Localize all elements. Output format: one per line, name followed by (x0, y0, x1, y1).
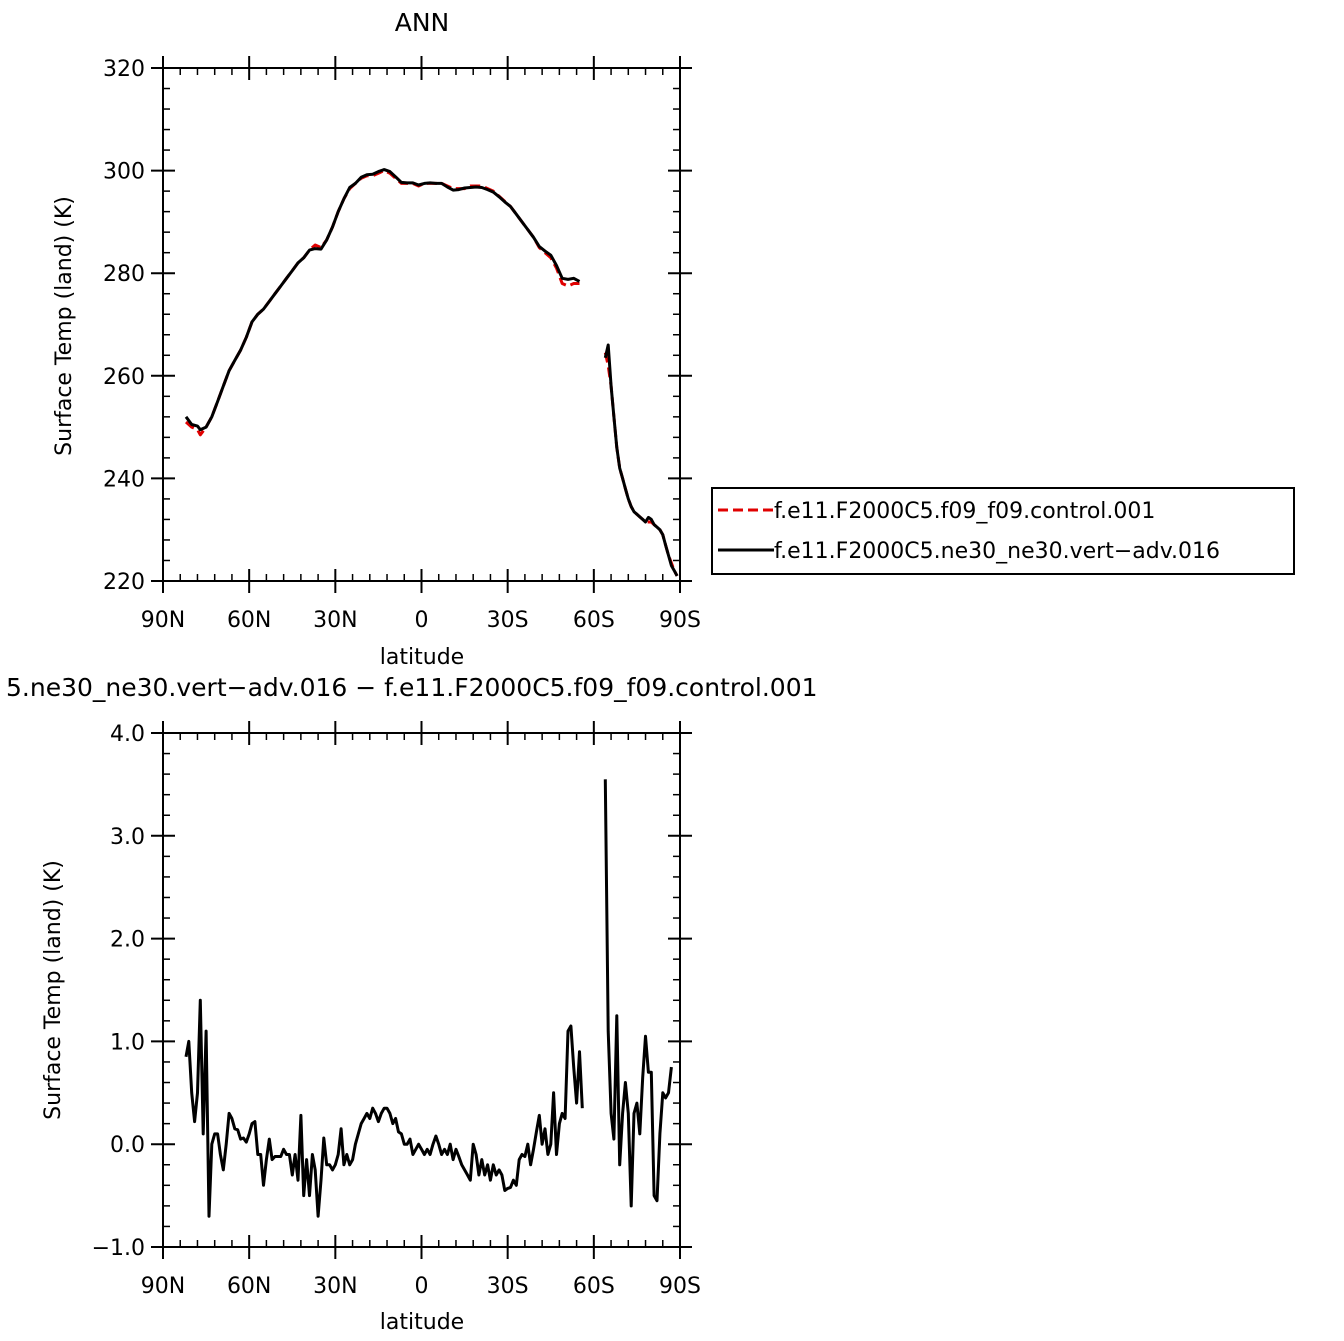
bottom-y-tick-label: 2.0 (110, 928, 145, 953)
bottom-panel: 5.ne30_ne30.vert−adv.016 − f.e11.F2000C5… (6, 673, 818, 1335)
top-panel: ANN 90N 60N 30N 0 30S 60S 90S 220 240 260 280 300 32… (52, 8, 701, 670)
bottom-y-tick-label: 1.0 (110, 1030, 145, 1055)
bottom-ylabel: Surface Temp (land) (K) (41, 860, 66, 1120)
bottom-x-tick-label: 60N (227, 1274, 271, 1299)
top-y-tick-label: 220 (103, 570, 145, 595)
top-series-1-line (184, 169, 580, 437)
top-title: ANN (395, 8, 450, 37)
legend-label-control: f.e11.F2000C5.f09_f09.control.001 (774, 499, 1155, 524)
top-y-tick-label: 240 (103, 467, 145, 492)
bottom-frame (162, 732, 681, 1248)
top-series-2-line (184, 168, 581, 432)
top-x-tick-label: 60S (573, 608, 615, 633)
bottom-series-1-line (603, 779, 673, 1208)
top-plot-area: 90N 60N 30N 0 30S 60S 90S 220 240 260 280 300 320 (103, 56, 701, 633)
top-xlabel: latitude (380, 645, 464, 670)
bottom-y-tick-label: 4.0 (110, 722, 145, 747)
top-y-tick-label: 280 (103, 262, 145, 287)
bottom-plot-area: 90N 60N 30N 0 30S 60S 90S −1.0 0.0 1.0 2.0 3.0 4.0 (92, 721, 701, 1299)
top-x-tick-label: 60N (227, 608, 271, 633)
top-y-tick-label: 300 (103, 160, 145, 185)
bottom-x-tick-label: 90S (659, 1274, 701, 1299)
top-x-tick-label: 0 (415, 608, 429, 633)
bottom-x-tick-label: 30N (313, 1274, 357, 1299)
bottom-x-tick-label: 90N (141, 1274, 185, 1299)
top-y-tick-label: 320 (103, 57, 145, 82)
top-x-tick-label: 90S (659, 608, 701, 633)
top-x-tick-label: 90N (141, 608, 185, 633)
legend-label-vertadv: f.e11.F2000C5.ne30_ne30.vert−adv.016 (774, 539, 1220, 564)
top-frame (162, 67, 681, 582)
top-series-2-line (603, 343, 679, 577)
top-ylabel: Surface Temp (land) (K) (52, 196, 77, 456)
bottom-y-tick-label: −1.0 (92, 1236, 145, 1261)
legend-box (711, 487, 1295, 575)
bottom-xlabel: latitude (380, 1310, 464, 1335)
bottom-x-tick-label: 30S (487, 1274, 529, 1299)
legend: f.e11.F2000C5.f09_f09.control.001 f.e11.… (711, 487, 1295, 575)
bottom-x-tick-label: 0 (415, 1274, 429, 1299)
bottom-y-tick-label: 0.0 (110, 1133, 145, 1158)
bottom-title: 5.ne30_ne30.vert−adv.016 − f.e11.F2000C5… (6, 673, 818, 702)
bottom-y-tick-label: 3.0 (110, 825, 145, 850)
top-y-tick-label: 260 (103, 365, 145, 390)
bottom-series-1-line (184, 998, 584, 1218)
bottom-x-tick-label: 60S (573, 1274, 615, 1299)
top-x-tick-label: 30S (487, 608, 529, 633)
top-x-tick-label: 30N (313, 608, 357, 633)
